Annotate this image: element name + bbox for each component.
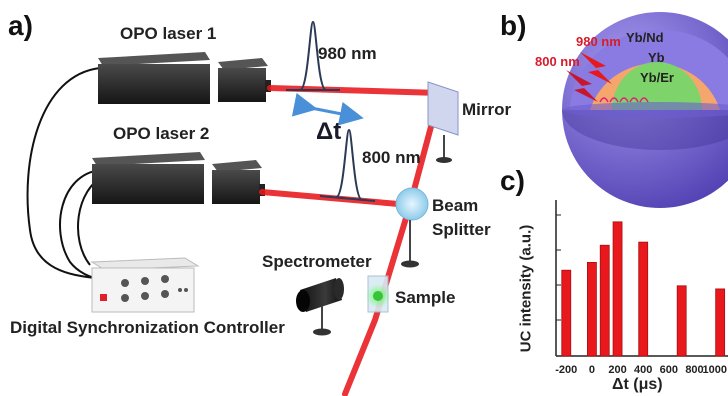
sample-label: Sample — [395, 288, 456, 307]
delay-label: Δt — [316, 118, 342, 145]
chart-y-label: UC intensity (a.u.) — [517, 224, 535, 353]
chart-bar — [587, 261, 597, 357]
chart-x-tick-label: 600 — [660, 364, 678, 376]
synchronization-controller — [90, 257, 200, 313]
core-label: Yb/Er — [640, 70, 674, 85]
panel-b-letter: b) — [500, 10, 527, 41]
panel-a-letter: a) — [8, 10, 33, 41]
chart-y-ticks — [556, 214, 561, 321]
chart-bar — [715, 288, 726, 357]
chart-x-tick-label: 0 — [589, 364, 595, 376]
wavelength-800-label: 800 nm — [362, 148, 421, 167]
core-shell-nanoparticle — [562, 12, 728, 208]
spectrometer-label: Spectrometer — [262, 252, 372, 271]
beam-splitter-label-2: Splitter — [432, 220, 491, 239]
beam-splitter-label-1: Beam — [432, 196, 479, 215]
lightning-980nm — [580, 52, 612, 84]
chart-bar — [676, 285, 687, 357]
chart-bar — [638, 241, 649, 357]
panel-b-800-label: 800 nm — [535, 54, 580, 69]
chart-x-tick-label: 800 — [685, 364, 703, 376]
chart-bar — [599, 244, 610, 357]
controller-label: Digital Synchronization Controller — [10, 318, 285, 337]
laser-1-label: OPO laser 1 — [120, 24, 217, 43]
emission-arcs — [599, 97, 649, 103]
shell-outer-label: Yb/Nd — [626, 30, 664, 45]
beam-combined — [342, 202, 413, 396]
chart-x-tick-label: 1000 — [703, 364, 727, 376]
chart-x-tick-label: 200 — [608, 364, 626, 376]
beam-splitter — [395, 187, 429, 268]
beam-800nm — [259, 189, 413, 208]
mirror-label: Mirror — [462, 100, 512, 119]
delay-arrow — [291, 92, 364, 126]
laser-2-label: OPO laser 2 — [113, 124, 210, 143]
chart-x-tick-label: 400 — [634, 364, 652, 376]
beam-980nm — [267, 85, 444, 208]
pulse-800nm — [319, 128, 376, 202]
mirror — [427, 81, 459, 163]
lightning-800nm — [566, 70, 598, 102]
shell-middle-label: Yb — [648, 50, 665, 65]
chart-x-tick-label: -200 — [555, 364, 577, 376]
wavelength-980-label: 980 nm — [318, 44, 377, 63]
opo-laser-2 — [92, 152, 265, 204]
panel-b-980-label: 980 nm — [576, 34, 621, 49]
chart-x-label: Δt (μs) — [612, 376, 663, 393]
chart-bar — [561, 269, 572, 357]
sample — [366, 275, 390, 313]
spectrometer — [296, 278, 344, 336]
chart-bar — [612, 221, 623, 357]
chart-bars — [561, 221, 726, 357]
pulse-980nm — [286, 20, 340, 91]
panel-c-letter: c) — [500, 165, 525, 196]
opo-laser-1 — [98, 52, 271, 104]
